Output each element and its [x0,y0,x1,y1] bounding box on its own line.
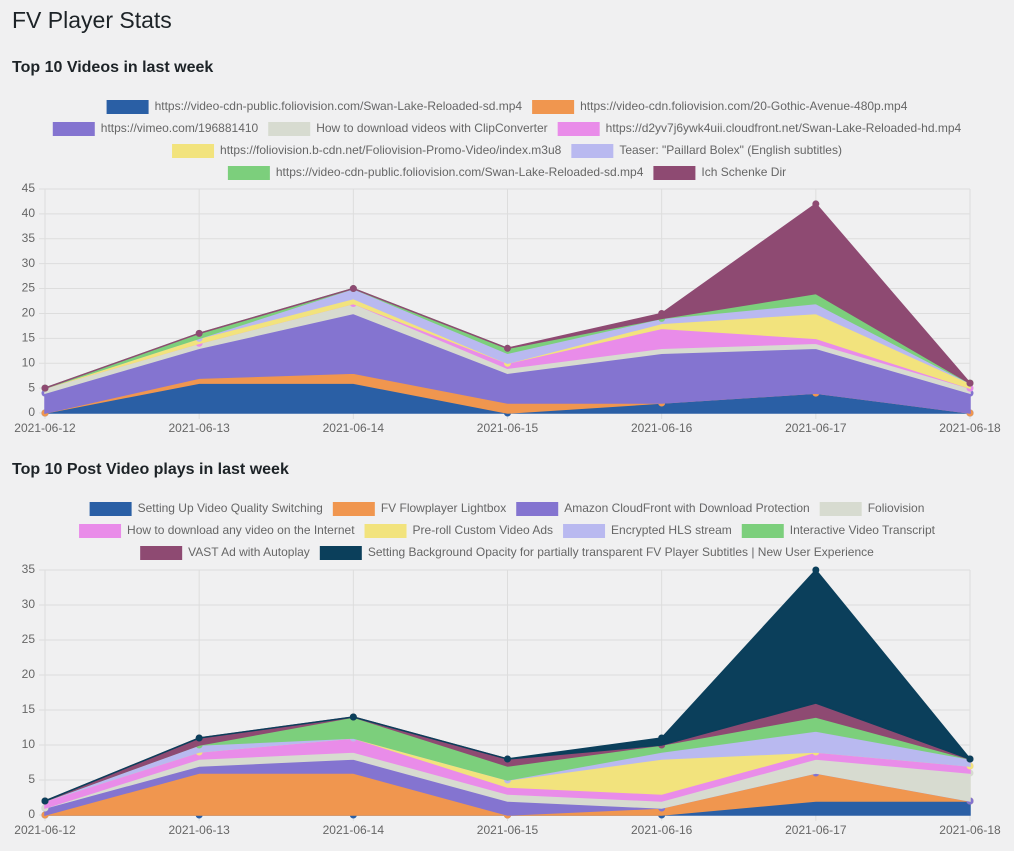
y-tick-label: 30 [22,597,36,611]
point [966,755,974,763]
y-tick-label: 30 [22,256,36,270]
y-tick-label: 40 [22,206,36,220]
y-tick-label: 35 [22,562,36,576]
y-tick-label: 0 [28,405,35,419]
legend-swatch [741,524,784,538]
legend-label: Setting Up Video Quality Switching [138,501,323,515]
y-tick-label: 10 [22,355,36,369]
x-tick-label: 2021-06-17 [785,823,847,837]
point [966,379,974,387]
point [349,713,357,721]
legend-swatch [268,122,311,136]
legend-label: https://video-cdn.foliovision.com/20-Got… [580,99,908,113]
point [812,566,820,574]
y-tick-label: 5 [28,772,35,786]
x-tick-label: 2021-06-16 [631,421,693,435]
legend-swatch [563,524,606,538]
point [812,200,820,208]
legend-swatch [819,502,862,516]
point [195,329,203,337]
legend-swatch [79,524,122,538]
legend-swatch [516,502,559,516]
legend-label: Pre-roll Custom Video Ads [413,523,554,537]
point [41,797,49,805]
y-tick-label: 35 [22,231,36,245]
legend-label: https://video-cdn-public.foliovision.com… [155,99,523,113]
x-tick-label: 2021-06-14 [323,421,385,435]
chart-heading: Top 10 Post Video plays in last week [12,461,289,478]
x-tick-label: 2021-06-13 [168,421,230,435]
y-tick-label: 15 [22,331,36,345]
legend-label: https://foliovision.b-cdn.net/Foliovisio… [220,143,562,157]
point [658,309,666,317]
legend-label: https://d2yv7j6ywk4uii.cloudfront.net/Sw… [606,121,962,135]
x-tick-label: 2021-06-15 [477,421,539,435]
legend-label: Teaser: "Paillard Bolex" (English subtit… [619,143,842,157]
legend-label: Foliovision [868,501,925,515]
point [658,734,666,742]
x-tick-label: 2021-06-14 [323,823,385,837]
legend-label: Amazon CloudFront with Download Protecti… [564,501,809,515]
legend-swatch [557,122,600,136]
legend-label: https://video-cdn-public.foliovision.com… [276,165,644,179]
y-tick-label: 25 [22,281,36,295]
legend-swatch [364,524,407,538]
legend-swatch [227,166,270,180]
y-tick-label: 45 [22,181,36,195]
legend-swatch [52,122,95,136]
y-tick-label: 10 [22,737,36,751]
x-tick-label: 2021-06-13 [168,823,230,837]
legend-label: https://vimeo.com/196881410 [101,121,259,135]
y-tick-label: 0 [28,807,35,821]
legend-label: Interactive Video Transcript [790,523,936,537]
legend-swatch [571,144,614,158]
x-tick-label: 2021-06-17 [785,421,847,435]
point [349,285,357,293]
legend-swatch [106,100,149,114]
x-tick-label: 2021-06-15 [477,823,539,837]
y-tick-label: 20 [22,306,36,320]
x-tick-label: 2021-06-16 [631,823,693,837]
legend-swatch [89,502,132,516]
legend-swatch [332,502,375,516]
legend-label: VAST Ad with Autoplay [188,545,310,559]
x-tick-label: 2021-06-12 [14,823,76,837]
point [41,384,49,392]
legend-swatch [653,166,696,180]
legend-swatch [319,546,362,560]
point [504,755,511,763]
page-title: FV Player Stats [12,7,172,33]
point [195,734,203,742]
y-tick-label: 20 [22,667,36,681]
legend-label: Setting Background Opacity for partially… [368,545,874,559]
legend-label: FV Flowplayer Lightbox [381,501,506,515]
x-tick-label: 2021-06-18 [939,823,1001,837]
legend-label: How to download any video on the Interne… [127,523,355,537]
chart-heading: Top 10 Videos in last week [12,59,213,76]
legend-swatch [140,546,183,560]
point [504,344,511,352]
legend-label: How to download videos with ClipConverte… [316,121,547,135]
legend-swatch [532,100,575,114]
legend-label: Ich Schenke Dir [701,165,786,179]
legend-swatch [172,144,215,158]
legend-label: Encrypted HLS stream [611,523,732,537]
x-tick-label: 2021-06-12 [14,421,76,435]
y-tick-label: 5 [28,380,35,394]
y-tick-label: 15 [22,702,36,716]
y-tick-label: 25 [22,632,36,646]
x-tick-label: 2021-06-18 [939,421,1001,435]
